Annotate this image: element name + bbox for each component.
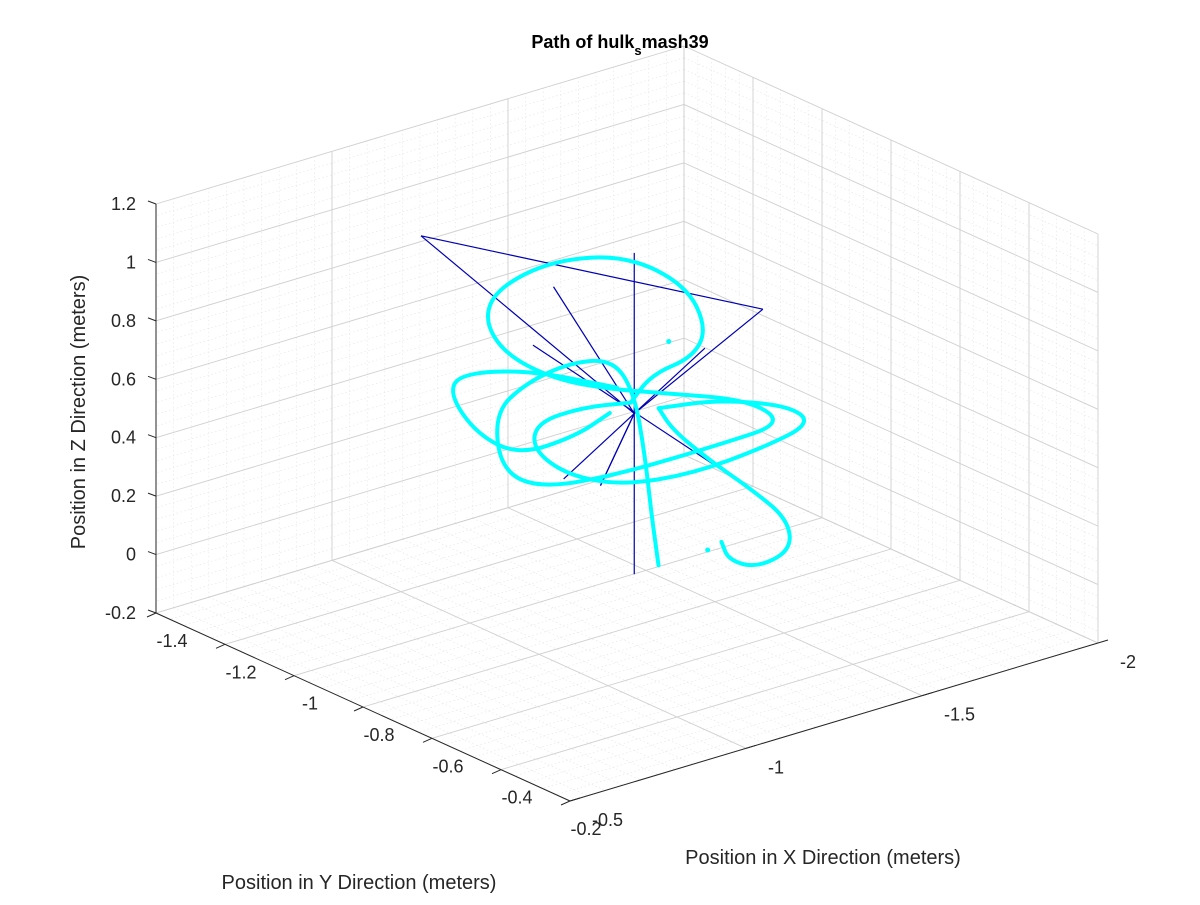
major-grid-line [331, 559, 747, 749]
path-series-line [451, 369, 619, 453]
x-tick-mark [560, 800, 571, 806]
major-grid-line [155, 45, 685, 205]
z-tick-label: 0.2 [111, 486, 136, 506]
path-series-line [485, 255, 775, 568]
major-grid-line [362, 548, 892, 708]
path-series-line [656, 406, 792, 568]
major-grid-line [683, 279, 1099, 469]
grid-lines [155, 45, 1099, 802]
major-grid-line [683, 396, 1099, 585]
y-axis-label: Position in Y Direction (meters) [222, 872, 497, 894]
major-grid-line [683, 337, 1099, 527]
reference-line [552, 286, 635, 414]
x-tick-label: -0.4 [501, 788, 532, 808]
x-tick-label: -1.2 [225, 662, 256, 682]
y-tick-label: -0.5 [592, 810, 623, 830]
major-grid-line [155, 337, 685, 497]
path-point [705, 547, 711, 553]
x-tick-label: -1 [302, 694, 318, 714]
major-grid-line [683, 104, 1099, 293]
major-grid-line [683, 220, 1099, 410]
major-grid-line [507, 507, 923, 697]
major-grid-line [431, 579, 961, 739]
x-tick-label: -0.6 [432, 756, 463, 776]
y-axis-line [569, 642, 1099, 802]
major-grid-line [683, 45, 1099, 235]
major-grid-line [224, 485, 754, 645]
major-grid-line [500, 611, 1030, 771]
z-tick-mark [147, 434, 157, 439]
z-tick-label: 0 [126, 545, 136, 565]
z-tick-label: 0.6 [111, 369, 136, 389]
z-tick-mark [147, 258, 157, 263]
chart-title: Path of hulksmash39 [531, 32, 708, 58]
reference-line [633, 308, 764, 414]
tick-labels: -1.4-1.2-1-0.8-0.6-0.4-0.2-2-1.5-1-0.5-0… [105, 194, 1136, 839]
x-axis-label: Position in X Direction (meters) [685, 847, 961, 869]
z-tick-label: 0.4 [111, 428, 136, 448]
z-tick-label: 0.8 [111, 311, 136, 331]
major-grid-line [155, 220, 685, 380]
plot-data [420, 235, 806, 575]
x-tick-label: -0.2 [570, 819, 601, 839]
z-tick-mark [147, 375, 157, 380]
x-tick-label: -0.8 [363, 725, 394, 745]
y-tick-mark [1097, 639, 1109, 644]
path-series-line [532, 399, 806, 485]
major-grid-line [683, 454, 1099, 644]
y-tick-label: -1 [768, 757, 784, 777]
z-tick-mark [147, 317, 157, 322]
axis-panes [156, 46, 1098, 801]
major-grid-line [155, 103, 685, 263]
reference-line [599, 413, 635, 486]
x-tick-mark [353, 706, 364, 712]
x-tick-mark [491, 769, 502, 775]
y-tick-label: -1.5 [944, 705, 975, 725]
path-point [666, 339, 672, 345]
z-tick-mark [147, 200, 157, 205]
z-tick-label: 1 [126, 252, 136, 272]
y-tick-label: -2 [1120, 652, 1136, 672]
z-tick-label: 1.2 [111, 194, 136, 214]
major-grid-line [293, 517, 823, 677]
y-tick-mark [921, 692, 933, 697]
major-grid-line [683, 162, 1099, 352]
x-tick-mark [422, 737, 433, 743]
tick-marks [146, 200, 1109, 806]
z-tick-mark [147, 492, 157, 497]
y-tick-mark [745, 744, 757, 749]
x-tick-mark [284, 675, 295, 681]
x-tick-mark [215, 643, 226, 649]
major-grid-line [155, 279, 685, 439]
z-tick-mark [147, 551, 157, 556]
x-tick-label: -1.4 [156, 631, 187, 651]
x-tick-mark [146, 612, 157, 618]
major-grid-line [155, 162, 685, 322]
y-tick-mark [569, 797, 581, 802]
z-tick-mark [147, 609, 157, 614]
z-tick-label: -0.2 [105, 603, 136, 623]
reference-line [420, 235, 764, 310]
z-axis-label: Position in Z Direction (meters) [68, 275, 90, 550]
